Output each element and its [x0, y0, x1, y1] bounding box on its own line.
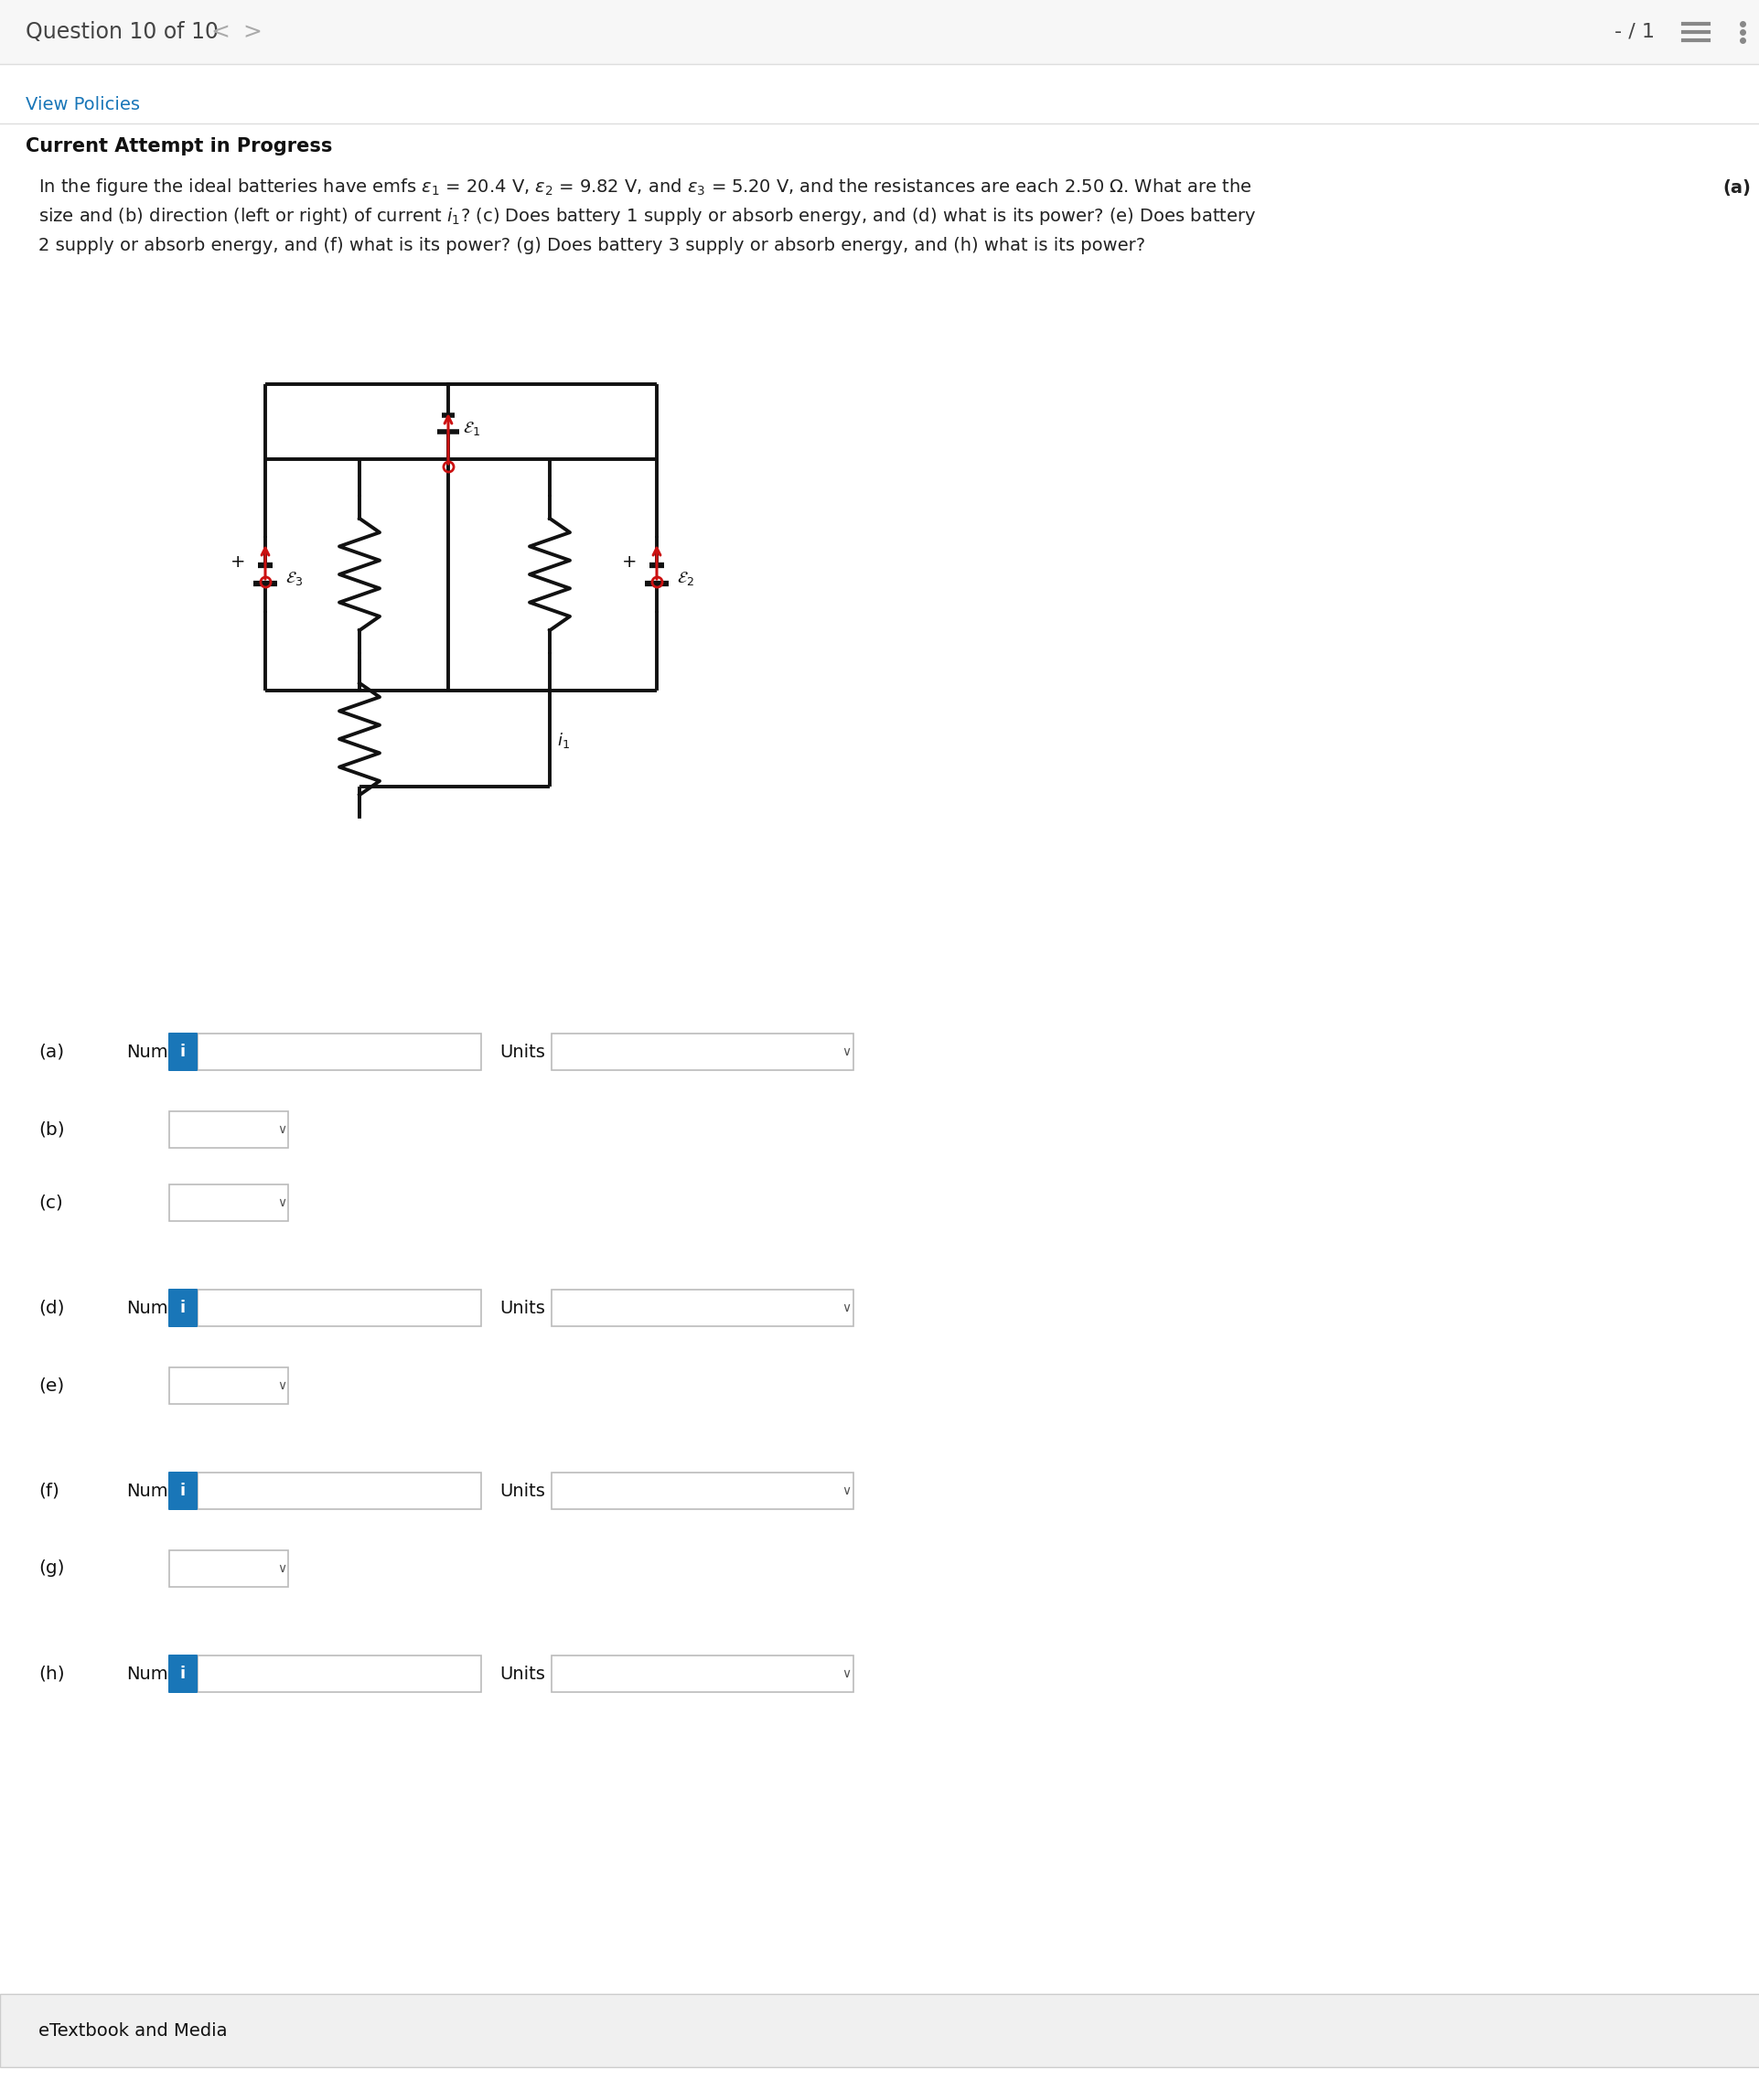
Bar	[169, 1550, 288, 1588]
Text: ∨: ∨	[841, 1302, 850, 1315]
Bar	[197, 1472, 480, 1510]
Text: +: +	[230, 552, 246, 571]
Text: $\mathcal{E}_3$: $\mathcal{E}_3$	[285, 571, 303, 588]
Text: ∨: ∨	[841, 1667, 850, 1680]
Text: (f): (f)	[39, 1483, 60, 1499]
Text: i: i	[179, 1300, 186, 1317]
Bar	[169, 1111, 288, 1149]
Text: i: i	[179, 1044, 186, 1060]
Bar	[551, 1472, 853, 1510]
Text: $i_1$: $i_1$	[558, 731, 570, 750]
Text: - / 1: - / 1	[1613, 23, 1653, 42]
Bar	[0, 0, 1759, 63]
Bar	[197, 1033, 480, 1071]
Bar	[551, 1289, 853, 1327]
Text: $\mathcal{E}_2$: $\mathcal{E}_2$	[677, 571, 693, 588]
Text: Number: Number	[127, 1300, 197, 1317]
Text: Number: Number	[127, 1665, 197, 1682]
Text: ∨: ∨	[276, 1380, 287, 1392]
Text: i: i	[179, 1483, 186, 1499]
Bar	[551, 1655, 853, 1693]
Text: <: <	[211, 21, 229, 42]
Text: Number: Number	[127, 1483, 197, 1499]
FancyBboxPatch shape	[169, 1472, 197, 1510]
Text: ∨: ∨	[276, 1197, 287, 1210]
FancyBboxPatch shape	[169, 1033, 197, 1071]
Text: (g): (g)	[39, 1560, 65, 1577]
Text: Units: Units	[500, 1665, 545, 1682]
Text: eTextbook and Media: eTextbook and Media	[39, 2022, 227, 2039]
Text: (b): (b)	[39, 1121, 65, 1138]
Text: ∨: ∨	[276, 1562, 287, 1575]
Text: ∨: ∨	[841, 1046, 850, 1058]
Bar	[169, 1367, 288, 1405]
Text: Units: Units	[500, 1300, 545, 1317]
Text: (c): (c)	[39, 1195, 63, 1212]
Text: >: >	[243, 21, 262, 42]
Bar	[169, 1184, 288, 1220]
Text: Number: Number	[127, 1044, 197, 1060]
Text: Current Attempt in Progress: Current Attempt in Progress	[26, 136, 332, 155]
Text: size and (b) direction (left or right) of current $i_1$? (c) Does battery 1 supp: size and (b) direction (left or right) o…	[39, 206, 1256, 227]
Text: (e): (e)	[39, 1378, 65, 1394]
Text: $\mathcal{E}_1$: $\mathcal{E}_1$	[463, 420, 480, 437]
Text: Units: Units	[500, 1483, 545, 1499]
Bar	[0, 1993, 1759, 2066]
Text: In the figure the ideal batteries have emfs $\varepsilon_1$ = 20.4 V, $\varepsil: In the figure the ideal batteries have e…	[39, 176, 1251, 197]
Text: Question 10 of 10: Question 10 of 10	[26, 21, 218, 42]
Bar	[197, 1655, 480, 1693]
Bar	[197, 1289, 480, 1327]
Text: ∨: ∨	[841, 1485, 850, 1497]
Text: (d): (d)	[39, 1300, 65, 1317]
Text: +: +	[621, 552, 637, 571]
Text: (a): (a)	[1722, 179, 1750, 195]
FancyBboxPatch shape	[169, 1289, 197, 1327]
Text: 2 supply or absorb energy, and (f) what is its power? (g) Does battery 3 supply : 2 supply or absorb energy, and (f) what …	[39, 237, 1145, 254]
Text: View Policies: View Policies	[26, 97, 141, 113]
Text: ∨: ∨	[276, 1124, 287, 1136]
Text: i: i	[179, 1665, 186, 1682]
Bar	[551, 1033, 853, 1071]
Text: (h): (h)	[39, 1665, 65, 1682]
FancyBboxPatch shape	[169, 1655, 197, 1693]
Text: Units: Units	[500, 1044, 545, 1060]
Text: (a): (a)	[39, 1044, 63, 1060]
